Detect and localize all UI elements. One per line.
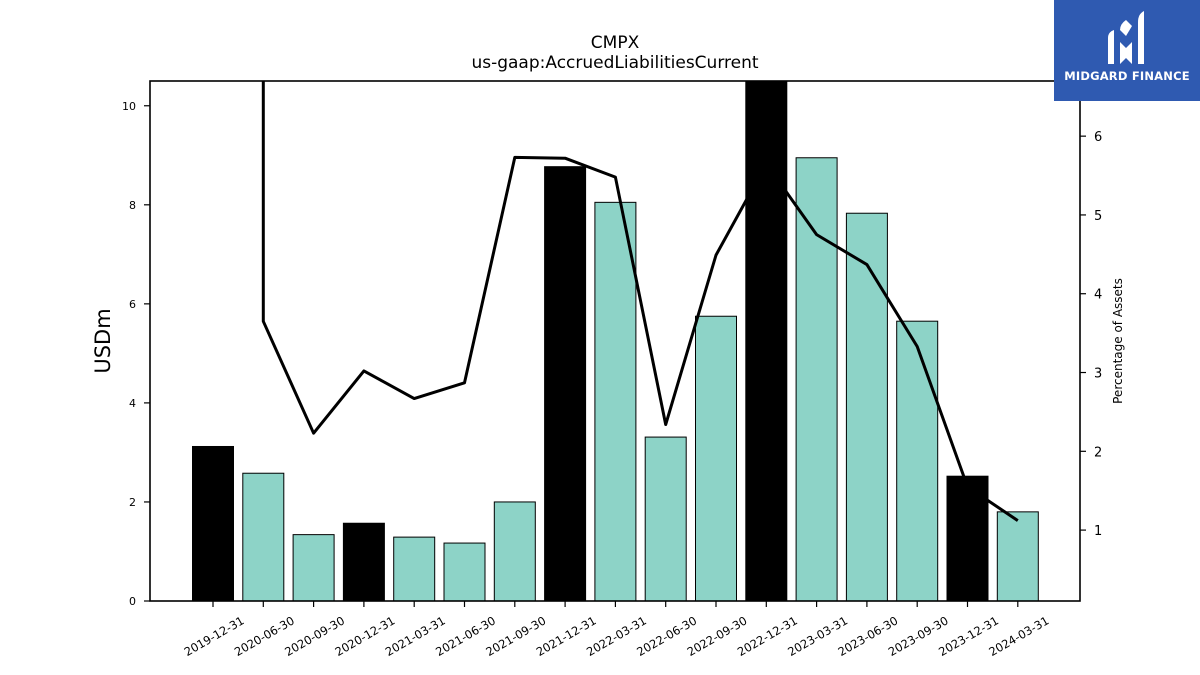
brand-logo: MIDGARD FINANCE <box>1054 0 1200 101</box>
bar <box>292 534 335 602</box>
y-axis-label: USDm <box>91 308 115 373</box>
y2-tick-label: 1 <box>1094 524 1102 539</box>
bar <box>745 80 788 602</box>
bar <box>493 501 536 602</box>
plot-area: 02468101234562019-12-312020-06-302020-09… <box>122 80 1102 659</box>
y-tick-label: 4 <box>129 397 136 410</box>
y2-tick-label: 3 <box>1094 367 1102 382</box>
y2-axis-label: Percentage of Assets <box>1111 278 1125 404</box>
bar <box>795 157 838 602</box>
y2-tick-label: 2 <box>1094 445 1102 460</box>
y-tick-label: 2 <box>129 496 136 509</box>
y2-tick-label: 5 <box>1094 209 1102 224</box>
line-series <box>261 81 1019 522</box>
y2-tick-label: 4 <box>1094 288 1102 303</box>
bar <box>594 201 637 602</box>
bar <box>393 536 436 602</box>
logo-text: MIDGARD FINANCE <box>1064 69 1190 83</box>
bar <box>896 320 939 602</box>
bar <box>996 511 1039 602</box>
chart-title: CMPX <box>591 33 640 53</box>
bar <box>192 445 234 602</box>
y-tick-label: 0 <box>129 595 136 608</box>
bar <box>342 522 385 602</box>
bar <box>644 436 687 602</box>
bar <box>845 212 888 602</box>
chart-subtitle: us-gaap:AccruedLiabilitiesCurrent <box>471 53 758 73</box>
logo-mark-icon <box>1108 11 1144 64</box>
y-tick-label: 8 <box>129 199 136 212</box>
bar <box>695 315 737 602</box>
y2-tick-label: 6 <box>1094 130 1102 145</box>
y-tick-label: 10 <box>122 100 136 113</box>
y-tick-label: 6 <box>129 298 136 311</box>
bar <box>544 166 587 602</box>
bar <box>242 472 285 602</box>
bar <box>443 542 486 602</box>
